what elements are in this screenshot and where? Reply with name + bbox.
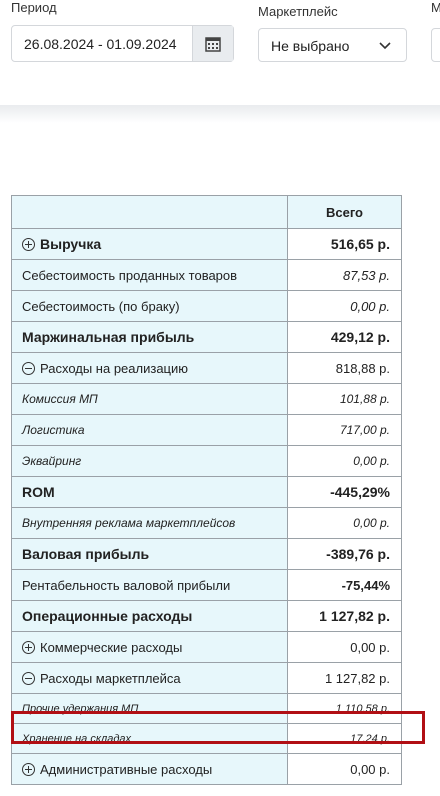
table-row[interactable]: Административные расходы 0,00 р. bbox=[11, 753, 402, 785]
filters-panel: Период 26.08.2024 - 01.09.2024 Маркетпле… bbox=[0, 0, 440, 105]
collapse-minus-icon[interactable] bbox=[22, 671, 35, 685]
row-label: Себестоимость (по браку) bbox=[11, 290, 288, 322]
row-label: Логистика bbox=[11, 414, 288, 446]
section-divider bbox=[0, 105, 440, 123]
table-row: Валовая прибыль -389,76 р. bbox=[11, 538, 402, 570]
pnl-report-table: Всего Выручка 516,65 р. Себестоимость пр… bbox=[11, 195, 402, 785]
row-value: 717,00 р. bbox=[287, 414, 402, 446]
chevron-down-icon bbox=[379, 42, 391, 50]
row-label: Административные расходы bbox=[40, 761, 213, 777]
row-label: Выручка bbox=[40, 236, 102, 252]
row-label: Операционные расходы bbox=[11, 600, 288, 632]
row-label: Рентабельность валовой прибыли bbox=[11, 569, 288, 601]
third-filter-label: М bbox=[431, 0, 440, 15]
row-value: -389,76 р. bbox=[287, 538, 402, 570]
row-label: Коммерческие расходы bbox=[40, 639, 183, 655]
table-row[interactable]: Расходы маркетплейса 1 127,82 р. bbox=[11, 662, 402, 694]
table-row[interactable]: Расходы на реализацию 818,88 р. bbox=[11, 352, 402, 384]
calendar-icon bbox=[205, 37, 221, 52]
row-label: Маржинальная прибыль bbox=[11, 321, 288, 353]
row-value: 101,88 р. bbox=[287, 383, 402, 415]
table-row: Себестоимость (по браку) 0,00 р. bbox=[11, 290, 402, 322]
row-value: 1 110,58 р. bbox=[287, 693, 402, 724]
row-value: 87,53 р. bbox=[287, 259, 402, 291]
row-value: 818,88 р. bbox=[287, 352, 402, 384]
row-label: Расходы на реализацию bbox=[40, 360, 189, 376]
table-row: Рентабельность валовой прибыли -75,44% bbox=[11, 569, 402, 601]
row-label: Внутренняя реклама маркетплейсов bbox=[11, 507, 288, 539]
row-label: Себестоимость проданных товаров bbox=[11, 259, 288, 291]
marketplace-value: Не выбрано bbox=[271, 38, 350, 54]
table-header-row: Всего bbox=[11, 195, 402, 229]
expand-plus-icon[interactable] bbox=[22, 640, 35, 654]
row-value: 1 127,82 р. bbox=[287, 600, 402, 632]
row-value: 0,00 р. bbox=[287, 290, 402, 322]
row-value: 0,00 р. bbox=[287, 445, 402, 477]
table-row: ROM -445,29% bbox=[11, 476, 402, 508]
table-row: Хранение на складах 17,24 р. bbox=[11, 723, 402, 754]
row-value: 0,00 р. bbox=[287, 753, 402, 785]
row-label: Расходы маркетплейса bbox=[40, 670, 181, 686]
expand-plus-icon[interactable] bbox=[22, 238, 35, 251]
header-label-cell bbox=[11, 195, 288, 229]
row-value: 0,00 р. bbox=[287, 507, 402, 539]
row-value: 1 127,82 р. bbox=[287, 662, 402, 694]
table-row[interactable]: Выручка 516,65 р. bbox=[11, 228, 402, 260]
table-row: Логистика 717,00 р. bbox=[11, 414, 402, 446]
row-value: 17,24 р. bbox=[287, 723, 402, 754]
row-label: ROM bbox=[11, 476, 288, 508]
table-row: Эквайринг 0,00 р. bbox=[11, 445, 402, 477]
marketplace-label: Маркетплейс bbox=[258, 4, 338, 19]
row-value: 0,00 р. bbox=[287, 631, 402, 663]
row-label: Валовая прибыль bbox=[11, 538, 288, 570]
row-value: 429,12 р. bbox=[287, 321, 402, 353]
table-row: Себестоимость проданных товаров 87,53 р. bbox=[11, 259, 402, 291]
period-label: Период bbox=[11, 0, 57, 15]
marketplace-select[interactable]: Не выбрано bbox=[258, 28, 407, 62]
expand-plus-icon[interactable] bbox=[22, 762, 35, 776]
row-value: 516,65 р. bbox=[287, 228, 402, 260]
table-row: Маржинальная прибыль 429,12 р. bbox=[11, 321, 402, 353]
collapse-minus-icon[interactable] bbox=[22, 361, 35, 375]
header-total: Всего bbox=[287, 195, 402, 229]
row-label: Эквайринг bbox=[11, 445, 288, 477]
third-filter-select[interactable] bbox=[431, 28, 440, 62]
highlight-box bbox=[11, 711, 425, 744]
row-value: -445,29% bbox=[287, 476, 402, 508]
table-row: Внутренняя реклама маркетплейсов 0,00 р. bbox=[11, 507, 402, 539]
calendar-button[interactable] bbox=[192, 26, 233, 61]
period-value: 26.08.2024 - 01.09.2024 bbox=[24, 36, 177, 52]
table-row: Операционные расходы 1 127,82 р. bbox=[11, 600, 402, 632]
table-row: Комиссия МП 101,88 р. bbox=[11, 383, 402, 415]
row-value: -75,44% bbox=[287, 569, 402, 601]
period-input[interactable]: 26.08.2024 - 01.09.2024 bbox=[11, 25, 234, 62]
table-row[interactable]: Коммерческие расходы 0,00 р. bbox=[11, 631, 402, 663]
row-label: Комиссия МП bbox=[11, 383, 288, 415]
